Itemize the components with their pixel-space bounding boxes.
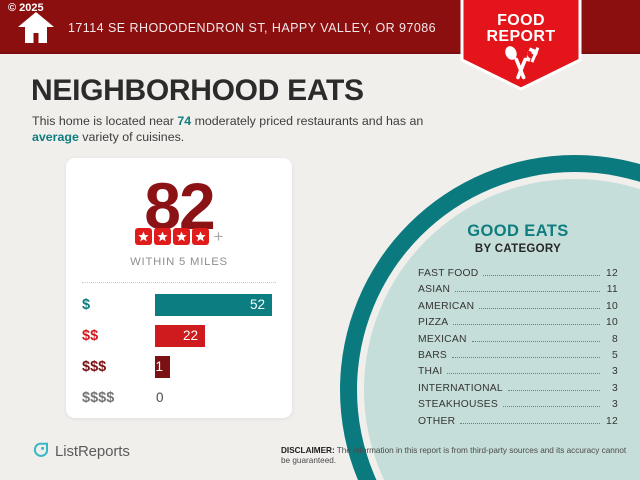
listreports-tag-icon xyxy=(33,442,48,457)
price-level-chart: $52 $$ 22 $$$ 1 $$$$ 0 xyxy=(66,290,292,414)
disclaimer-text: DISCLAIMER: The information in this repo… xyxy=(281,446,633,467)
category-count: 10 xyxy=(606,300,618,312)
category-panel-subtitle: BY CATEGORY xyxy=(474,243,562,255)
category-panel-title: GOOD EATS xyxy=(467,222,569,240)
category-list: FAST FOOD 12 ASIAN 11 AMERICAN 10 PIZZA 10 MEXIC… xyxy=(418,268,618,432)
category-name: BARS xyxy=(418,349,448,361)
price-level-row: $$$ 1 xyxy=(66,352,292,381)
category-dot-leader xyxy=(455,291,600,293)
category-row: PIZZA 10 xyxy=(418,317,618,333)
subtitle-part-2: moderately priced restaurants and has an xyxy=(191,114,424,128)
category-count: 11 xyxy=(606,284,618,296)
home-icon xyxy=(18,12,54,43)
category-count: 12 xyxy=(606,268,618,279)
header-accent-line xyxy=(0,52,640,54)
price-level-row: $52 xyxy=(66,290,292,319)
category-name: MEXICAN xyxy=(418,333,467,345)
score-card: 82 + WITHIN 5 MILES $52 $$ 22 $$$ 1 $$$$ 0 xyxy=(66,158,292,418)
disclaimer-label: DISCLAIMER: xyxy=(281,446,335,455)
category-row: INTERNATIONAL 3 xyxy=(418,383,618,399)
category-dot-leader xyxy=(460,422,600,424)
price-level-label: $$$ xyxy=(82,358,107,375)
price-level-label: $ xyxy=(82,296,91,313)
category-name: ASIAN xyxy=(418,284,451,296)
category-name: INTERNATIONAL xyxy=(418,382,503,394)
category-row: THAI 3 xyxy=(418,366,618,382)
category-row: AMERICAN 10 xyxy=(418,301,618,317)
food-report-badge: FOOD REPORT xyxy=(458,0,584,93)
copyright-label: © 2025 xyxy=(8,2,44,14)
subtitle-text: This home is located near 74 moderately … xyxy=(32,113,452,145)
category-name: AMERICAN xyxy=(418,300,475,312)
page-title: NEIGHBORHOOD EATS xyxy=(31,74,364,107)
price-level-label: $$ xyxy=(82,327,99,344)
category-dot-leader xyxy=(447,373,600,375)
category-dot-leader xyxy=(452,356,600,358)
price-level-bar: 1 xyxy=(155,355,170,378)
category-row: STEAKHOUSES 3 xyxy=(418,399,618,415)
category-name: STEAKHOUSES xyxy=(418,399,498,411)
good-eats-panel: GOOD EATS BY CATEGORY FAST FOOD 12 ASIAN 11… xyxy=(418,222,618,432)
price-level-row: $$$$ 0 xyxy=(66,383,292,412)
property-address: 17114 SE RHODODENDRON ST, HAPPY VALLEY, … xyxy=(68,21,437,35)
spoon-fork-icon xyxy=(505,46,540,80)
subtitle-variety-level: average xyxy=(32,130,79,144)
badge-line-2: REPORT xyxy=(486,28,556,45)
star-icon xyxy=(153,228,171,245)
category-dot-leader xyxy=(503,406,600,408)
subtitle-part-3: variety of cuisines. xyxy=(78,130,185,144)
category-count: 3 xyxy=(612,399,618,411)
price-level-bar: 52 xyxy=(155,293,272,316)
badge-line-1: FOOD xyxy=(497,12,545,29)
category-row: OTHER 12 xyxy=(418,416,618,432)
category-dot-leader xyxy=(479,307,600,309)
subtitle-restaurant-count: 74 xyxy=(177,114,192,128)
category-row: ASIAN 11 xyxy=(418,284,618,300)
category-row: MEXICAN 8 xyxy=(418,334,618,350)
within-radius-label: WITHIN 5 MILES xyxy=(130,256,228,268)
price-level-label: $$$$ xyxy=(82,389,115,406)
star-icon xyxy=(191,228,209,245)
price-level-row: $$ 22 xyxy=(66,321,292,350)
badge-shape-icon xyxy=(460,0,582,91)
star-icon xyxy=(172,228,190,245)
star-icon xyxy=(134,228,152,245)
category-count: 5 xyxy=(612,349,618,361)
category-row: BARS 5 xyxy=(418,350,618,366)
category-count: 3 xyxy=(612,382,618,394)
category-count: 12 xyxy=(606,415,618,427)
category-row: FAST FOOD 12 xyxy=(418,268,618,284)
category-count: 3 xyxy=(612,366,618,378)
star-plus-icon: + xyxy=(213,227,224,246)
category-name: THAI xyxy=(418,366,443,378)
card-divider xyxy=(82,282,276,283)
price-level-value: 0 xyxy=(156,390,164,405)
disclaimer-body: The information in this report is from t… xyxy=(281,446,627,466)
category-dot-leader xyxy=(453,324,600,326)
category-name: FAST FOOD xyxy=(418,268,479,279)
category-count: 10 xyxy=(606,317,618,329)
category-name: PIZZA xyxy=(418,317,449,329)
price-level-bar: 22 xyxy=(155,324,205,347)
category-name: OTHER xyxy=(418,415,456,427)
category-dot-leader xyxy=(483,275,600,276)
category-dot-leader xyxy=(507,389,600,391)
listreports-logo[interactable]: ListReports xyxy=(30,442,130,461)
subtitle-part-1: This home is located near xyxy=(32,114,178,128)
category-count: 8 xyxy=(612,333,618,345)
listreports-logo-text: ListReports xyxy=(55,443,130,460)
category-dot-leader xyxy=(471,340,600,342)
star-rating: + xyxy=(66,228,292,245)
